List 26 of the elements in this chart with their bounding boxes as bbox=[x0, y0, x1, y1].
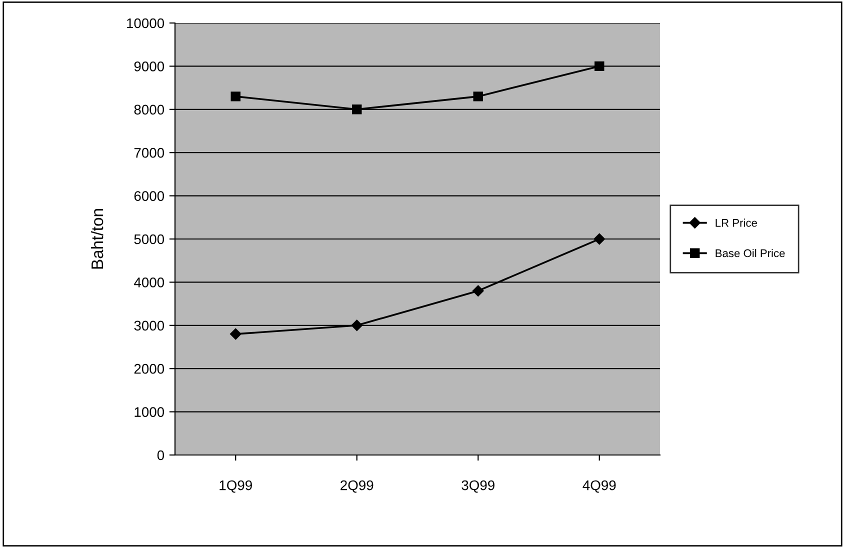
x-tick-label: 3Q99 bbox=[462, 480, 494, 493]
legend-label: LR Price bbox=[716, 218, 757, 227]
y-tick-label: 7000 bbox=[134, 148, 164, 158]
y-axis-title: Baht/ton bbox=[90, 209, 104, 269]
y-tick-label: 1000 bbox=[134, 407, 164, 417]
point bbox=[594, 233, 605, 245]
y-tick-label: 8000 bbox=[134, 104, 164, 115]
x-tick-label: 1Q99 bbox=[220, 480, 252, 493]
point bbox=[473, 92, 483, 102]
point bbox=[472, 285, 484, 296]
y-tick-label: 10000 bbox=[127, 18, 164, 28]
point bbox=[351, 320, 362, 332]
point bbox=[230, 92, 240, 102]
point bbox=[230, 328, 242, 340]
y-tick-label: 3000 bbox=[134, 320, 164, 331]
point bbox=[352, 104, 362, 114]
y-tick-label: 4000 bbox=[134, 278, 164, 288]
y-tick-label: 0 bbox=[157, 450, 164, 460]
y-tick-label: 9000 bbox=[134, 62, 164, 72]
y-tick-label: 6000 bbox=[134, 191, 164, 201]
x-tick-label: 2Q99 bbox=[340, 480, 374, 493]
legend-label: Base Oil Price bbox=[716, 249, 785, 258]
point bbox=[594, 61, 604, 72]
y-tick-label: 5000 bbox=[134, 234, 164, 244]
x-tick-label: 4Q99 bbox=[582, 480, 616, 493]
y-tick-label: 2000 bbox=[134, 364, 164, 374]
